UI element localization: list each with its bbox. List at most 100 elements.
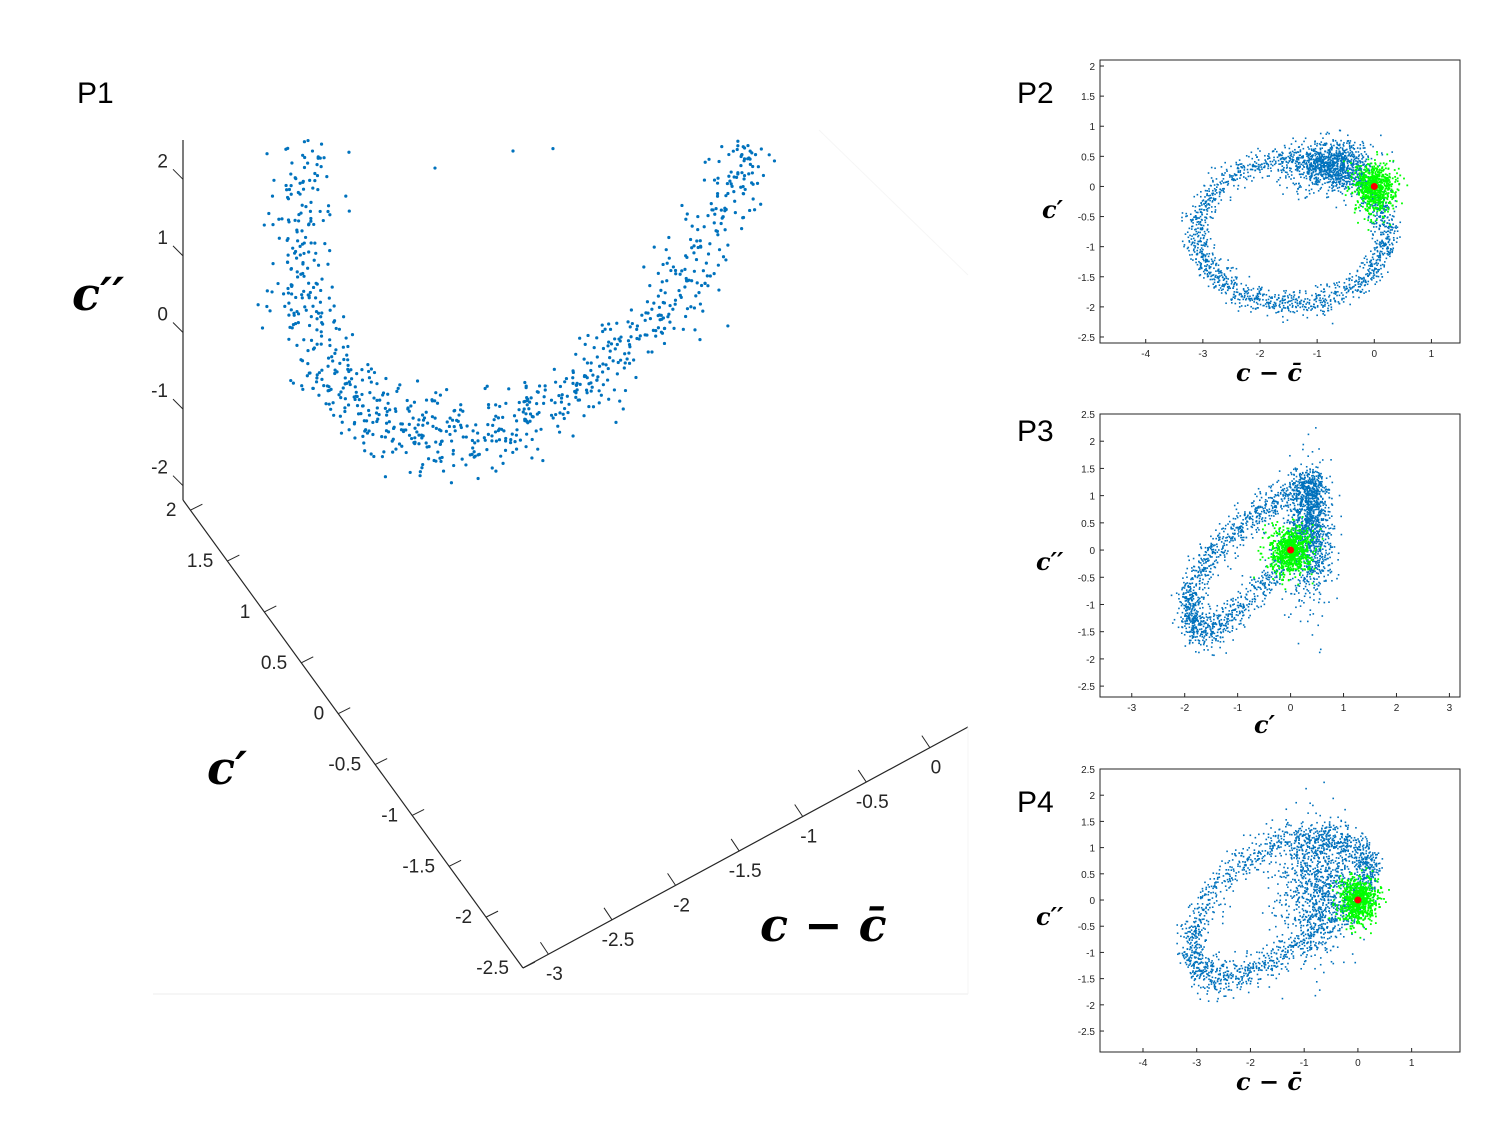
data-point [328,308,332,312]
data-point [727,174,731,178]
data-point [343,406,347,410]
data-point [1255,295,1258,298]
data-point [1298,170,1301,173]
data-point [1277,311,1279,314]
data-point [1254,307,1257,310]
data-point [1210,535,1212,538]
data-point [1310,165,1312,168]
data-point [407,409,411,413]
data-point [1198,268,1200,271]
data-point [1231,178,1233,181]
neighbour-point [1390,191,1393,193]
data-point [1369,143,1372,146]
data-point [1204,258,1207,261]
data-point [357,397,361,402]
data-point [1199,195,1202,198]
data-point [1356,157,1358,159]
data-point [326,356,331,360]
neighbour-point [1375,192,1378,194]
data-point [1374,283,1377,286]
data-point [1336,165,1339,168]
data-point [1211,563,1214,566]
data-point [1279,184,1281,187]
data-point [525,399,529,403]
data-point [1321,159,1324,162]
data-point [1326,168,1329,170]
data-point [1223,274,1226,277]
data-point [1267,165,1270,167]
data-point [623,388,628,393]
data-point [601,383,605,387]
data-point [1370,191,1372,193]
data-point [384,376,388,381]
data-point [1382,241,1385,244]
data-point [346,403,351,407]
data-point [1281,151,1283,154]
data-point [1302,486,1305,488]
data-point [1371,233,1374,235]
data-point [1336,159,1339,162]
data-point [739,163,743,168]
data-point [1307,146,1309,148]
data-point [1232,604,1234,606]
data-point [1194,636,1197,638]
data-point [1273,307,1276,310]
data-point [1259,303,1262,306]
data-point [1351,286,1354,289]
data-point [1304,306,1307,309]
data-point [1339,168,1342,170]
data-point [1193,606,1195,608]
data-point [319,342,323,346]
data-point [1371,222,1373,225]
data-point [1189,639,1192,642]
data-point [1337,154,1340,157]
data-point [1299,531,1302,534]
data-point [1246,168,1249,171]
data-point [1312,154,1314,157]
data-point [1287,162,1289,164]
data-point [1200,263,1202,266]
data-point [662,341,667,346]
data-point [1336,147,1338,150]
data-point [1207,224,1209,226]
data-point [736,144,740,148]
data-point [582,414,586,418]
data-point [562,406,567,411]
data-point [1357,164,1359,166]
data-point [1284,157,1287,160]
data-point [1238,604,1241,607]
p1-x-tick-mark [730,838,740,852]
data-point [1381,220,1384,222]
data-point [1369,264,1372,266]
data-point [1232,179,1235,182]
data-point [1295,298,1298,300]
data-point [1205,260,1208,263]
data-point [524,386,528,390]
data-point [1258,499,1261,502]
neighbour-point [1382,221,1385,224]
data-point [1371,237,1374,240]
data-point [1218,279,1220,282]
data-point [327,296,331,300]
data-point [290,292,294,296]
data-point [1379,215,1382,217]
data-point [1320,152,1322,155]
neighbour-point [1376,151,1378,153]
data-point [1202,237,1205,240]
data-point [1212,563,1215,565]
data-point [1348,173,1350,176]
data-point [615,372,619,376]
data-point [1192,205,1194,207]
data-point [296,239,300,243]
data-point [1317,153,1320,156]
data-point [1222,527,1225,530]
data-point [1375,247,1377,249]
data-point [1211,552,1214,555]
data-point [1238,159,1241,161]
data-point [1204,189,1207,192]
neighbour-point [1395,200,1398,203]
neighbour-point [1376,201,1378,204]
data-point [1213,278,1215,280]
data-point [1203,203,1206,205]
data-point [1295,152,1298,154]
